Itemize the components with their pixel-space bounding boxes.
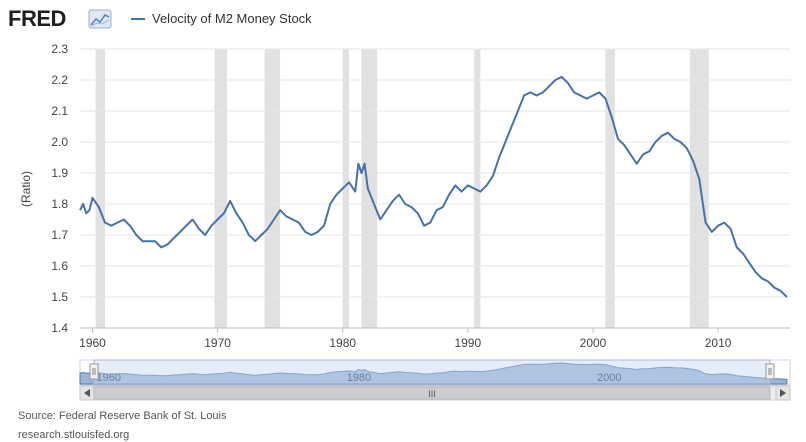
series-line-velocity-m2[interactable] xyxy=(79,75,788,298)
navigator[interactable]: 1960 1980 2000 xyxy=(79,359,791,386)
y-tick-labels: 1.4 1.5 1.6 1.7 1.8 1.9 2.0 2.1 2.2 2.3 xyxy=(51,42,68,335)
arrow-left-icon xyxy=(84,389,90,397)
x-tick-label: 1990 xyxy=(454,336,481,350)
y-tick-label: 1.7 xyxy=(51,228,68,242)
trend-icon xyxy=(88,9,112,29)
source-url[interactable]: research.stlouisfed.org xyxy=(18,429,129,441)
y-tick-label: 2.1 xyxy=(51,104,68,118)
x-tick-label: 2000 xyxy=(580,336,607,350)
recession-band-2 xyxy=(264,49,281,328)
x-tick-label: 1960 xyxy=(79,336,106,350)
recession-bands xyxy=(95,49,709,328)
recession-band-1 xyxy=(214,49,227,328)
fred-logo-text: FRED xyxy=(8,6,66,31)
x-ticks: 1960 1970 1980 1990 2000 2010 xyxy=(79,328,732,350)
y-tick-label: 1.5 xyxy=(51,290,68,304)
navigator-year-label: 2000 xyxy=(597,372,621,384)
y-tick-label: 1.9 xyxy=(51,166,68,180)
navigator-year-labels: 1960 1980 2000 xyxy=(97,372,622,384)
source-credit: Source: Federal Reserve Bank of St. Loui… xyxy=(18,410,227,422)
navigator-selected-range[interactable] xyxy=(93,359,771,386)
y-tick-label: 2.0 xyxy=(51,135,68,149)
recession-band-7 xyxy=(689,49,709,328)
fred-logo[interactable]: FRED xyxy=(8,6,112,31)
recession-band-0 xyxy=(95,49,105,328)
recession-band-3 xyxy=(342,49,349,328)
navigator-series-area xyxy=(79,362,788,385)
scrollbar-grip: III xyxy=(428,389,436,399)
scrollbar[interactable]: III xyxy=(79,385,791,401)
y-axis-title: (Ratio) xyxy=(19,171,33,207)
y-tick-label: 1.6 xyxy=(51,259,68,273)
y-tick-label: 2.2 xyxy=(51,73,68,87)
x-tick-label: 1980 xyxy=(329,336,356,350)
scrollbar-thumb[interactable] xyxy=(93,386,771,400)
x-tick-label: 2010 xyxy=(705,336,732,350)
arrow-right-icon xyxy=(780,389,786,397)
recession-band-5 xyxy=(474,49,481,328)
navigator-right-handle[interactable] xyxy=(765,363,775,380)
y-tick-label: 1.4 xyxy=(51,321,68,335)
navigator-left-handle[interactable] xyxy=(89,363,99,380)
legend[interactable]: Velocity of M2 Money Stock xyxy=(131,11,312,26)
navigator-year-label: 1960 xyxy=(97,372,121,384)
x-tick-label: 1970 xyxy=(204,336,231,350)
navigator-year-label: 1980 xyxy=(347,372,371,384)
recession-band-4 xyxy=(361,49,378,328)
recession-band-6 xyxy=(605,49,615,328)
y-tick-label: 1.8 xyxy=(51,197,68,211)
y-tick-label: 2.3 xyxy=(51,42,68,56)
legend-label: Velocity of M2 Money Stock xyxy=(152,11,312,26)
y-gridlines xyxy=(80,48,790,298)
